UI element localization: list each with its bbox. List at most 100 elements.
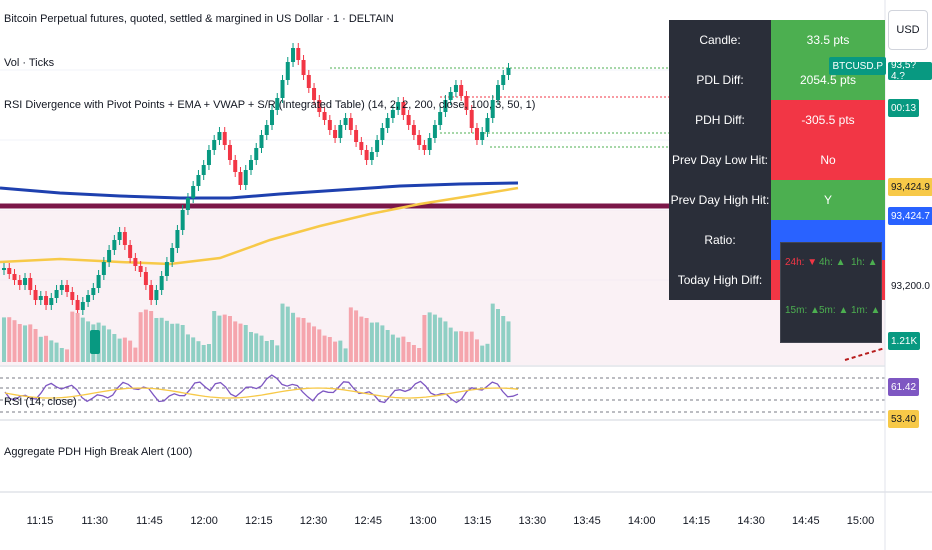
volume-bar (422, 315, 427, 362)
candle-body (301, 60, 306, 75)
volume-bar (306, 322, 311, 362)
volume-bar (432, 314, 437, 362)
candle-body (128, 245, 133, 258)
volume-bar (128, 340, 133, 362)
volume-bar (80, 317, 85, 362)
mtf-trend-cell: 5m: ▲ (819, 305, 849, 316)
volume-bar (23, 325, 28, 362)
candle-body (54, 290, 59, 298)
candle-body (217, 132, 222, 140)
volume-bar (54, 342, 59, 362)
candle-body (133, 258, 138, 266)
volume-bar (443, 321, 448, 362)
candle-body (306, 75, 311, 88)
volume-label[interactable]: Vol · Ticks (4, 57, 55, 69)
candle-body (2, 268, 6, 270)
volume-bar (254, 333, 259, 362)
candle-body (59, 285, 64, 290)
price-axis-tag: 00:13 (888, 99, 920, 117)
info-table-label: Ratio: (669, 220, 771, 260)
currency-button[interactable]: USD (888, 10, 928, 50)
candle-body (401, 102, 406, 115)
candle-body (480, 132, 485, 140)
candle-body (191, 186, 196, 198)
candle-body (185, 198, 190, 210)
volume-bar (396, 337, 401, 362)
candle-body (107, 250, 112, 262)
time-axis-label: 11:45 (136, 515, 163, 527)
alert-pane-label[interactable]: Aggregate PDH High Break Alert (100) (4, 446, 193, 458)
volume-bar (259, 335, 264, 362)
price-axis-tag: 93,5?4.? (888, 60, 932, 82)
candle-body (264, 125, 269, 135)
volume-bar (170, 323, 175, 362)
candle-body (280, 80, 285, 98)
candle-body (411, 125, 416, 135)
candle-body (338, 125, 343, 138)
info-table-label: Prev Day High Hit: (669, 180, 771, 220)
volume-bar (44, 335, 49, 362)
price-axis-tag: 93,424.7 (888, 207, 932, 225)
volume-bar (317, 329, 322, 362)
symbol-tag[interactable]: BTCUSD.P (829, 57, 886, 75)
volume-bar (17, 324, 22, 362)
symbol-title[interactable]: Bitcoin Perpetual futures, quoted, settl… (4, 13, 394, 25)
volume-bar (480, 345, 485, 362)
indicator-label[interactable]: RSI Divergence with Pivot Points + EMA +… (4, 99, 536, 111)
candle-body (75, 300, 80, 310)
candle-body (385, 118, 390, 128)
volume-bar (348, 307, 353, 362)
volume-bar (270, 340, 275, 362)
info-table-value: No (771, 140, 885, 180)
candle-body (180, 210, 185, 230)
volume-bar (474, 339, 479, 362)
candle-body (364, 150, 369, 160)
volume-bar (322, 335, 327, 362)
volume-bar (369, 322, 374, 362)
volume-bar (390, 334, 395, 362)
candle-body (117, 232, 122, 240)
candle-body (495, 85, 500, 100)
volume-bar (490, 303, 495, 362)
price-axis-tag: 93,200.0 (891, 280, 930, 292)
candle-body (464, 96, 469, 110)
time-axis-label: 11:15 (26, 515, 54, 527)
info-table-row: Prev Day High Hit: Y (669, 180, 885, 220)
volume-bar (453, 331, 458, 362)
candle-body (296, 48, 301, 60)
candle-body (206, 150, 211, 165)
candle-body (443, 100, 448, 112)
volume-bar (112, 334, 117, 362)
volume-bar (107, 329, 112, 362)
volume-bar (185, 334, 190, 362)
candle-body (474, 128, 479, 140)
volume-bar (448, 327, 453, 362)
volume-bar (485, 343, 490, 362)
candle-body (49, 298, 54, 305)
volume-bar (222, 314, 227, 362)
candle-body (469, 110, 474, 128)
ema-line (0, 181, 519, 200)
candle-body (159, 276, 164, 290)
info-table-label: Candle: (669, 20, 771, 60)
mtf-trend-cell: 15m: ▲ (785, 305, 820, 316)
info-table-label: PDL Diff: (669, 60, 771, 100)
volume-bar (312, 326, 317, 362)
candle-body (222, 132, 227, 145)
volume-bar (464, 331, 469, 362)
mtf-trend-cell: 1m: ▲ (851, 305, 881, 316)
volume-bar (164, 320, 169, 362)
volume-bar (506, 321, 511, 362)
volume-bar (233, 321, 238, 362)
candle-body (354, 130, 359, 142)
rsi-label[interactable]: RSI (14, close) (4, 396, 77, 408)
info-table-label: Prev Day Low Hit: (669, 140, 771, 180)
candle-body (23, 278, 28, 285)
info-table-value: Y (771, 180, 885, 220)
candle-body (259, 135, 264, 148)
candle-body (164, 262, 169, 276)
volume-bar (375, 322, 380, 362)
info-table-row: Prev Day Low Hit: No (669, 140, 885, 180)
candle-body (70, 292, 75, 300)
volume-bar (70, 311, 75, 362)
